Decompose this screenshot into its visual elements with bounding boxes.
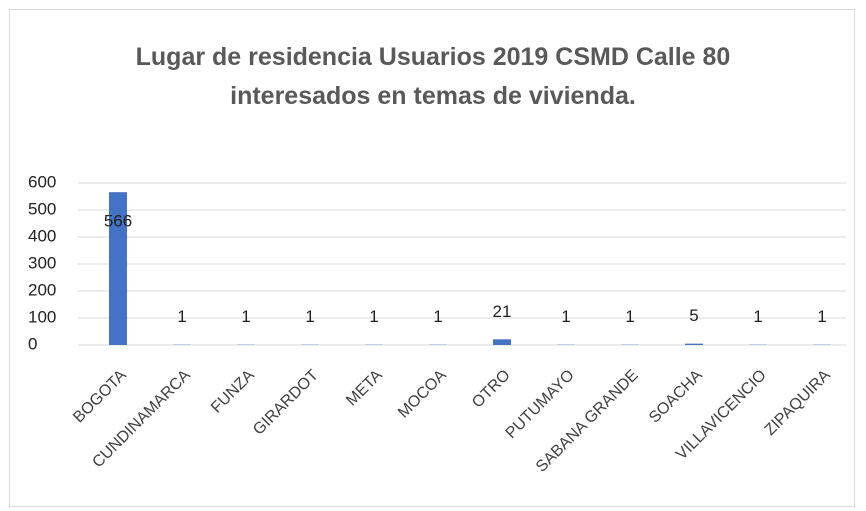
data-label: 21 bbox=[493, 302, 512, 321]
data-label: 1 bbox=[433, 307, 442, 326]
x-tick-label: FUNZA bbox=[208, 367, 258, 417]
data-label: 1 bbox=[817, 307, 826, 326]
data-label: 1 bbox=[305, 307, 314, 326]
data-label: 566 bbox=[104, 212, 132, 231]
y-tick-label: 200 bbox=[28, 280, 56, 299]
x-tick-label: MOCOA bbox=[395, 367, 450, 422]
y-tick-label: 100 bbox=[28, 307, 56, 326]
data-label: 1 bbox=[177, 307, 186, 326]
y-tick-label: 300 bbox=[28, 253, 56, 272]
data-label: 1 bbox=[369, 307, 378, 326]
chart-title: Lugar de residencia Usuarios 2019 CSMD C… bbox=[135, 43, 731, 110]
x-tick-label: SOACHA bbox=[646, 367, 706, 427]
data-label: 1 bbox=[561, 307, 570, 326]
y-tick-label: 400 bbox=[28, 226, 56, 245]
x-tick-label: OTRO bbox=[469, 367, 514, 412]
bar bbox=[493, 339, 511, 345]
x-tick-label: BOGOTA bbox=[70, 367, 130, 427]
y-tick-label: 0 bbox=[28, 334, 37, 353]
data-label: 1 bbox=[625, 307, 634, 326]
data-label: 1 bbox=[753, 307, 762, 326]
x-tick-label: ZIPAQUIRA bbox=[762, 367, 834, 439]
y-tick-label: 600 bbox=[28, 172, 56, 191]
x-tick-label: META bbox=[343, 367, 386, 410]
chart-frame bbox=[9, 9, 855, 507]
data-label: 5 bbox=[689, 306, 698, 325]
y-tick-label: 500 bbox=[28, 199, 56, 218]
x-tick-label: GIRARDOT bbox=[250, 367, 322, 439]
bar bbox=[685, 343, 703, 345]
data-label: 1 bbox=[241, 307, 250, 326]
bar bbox=[109, 192, 127, 345]
